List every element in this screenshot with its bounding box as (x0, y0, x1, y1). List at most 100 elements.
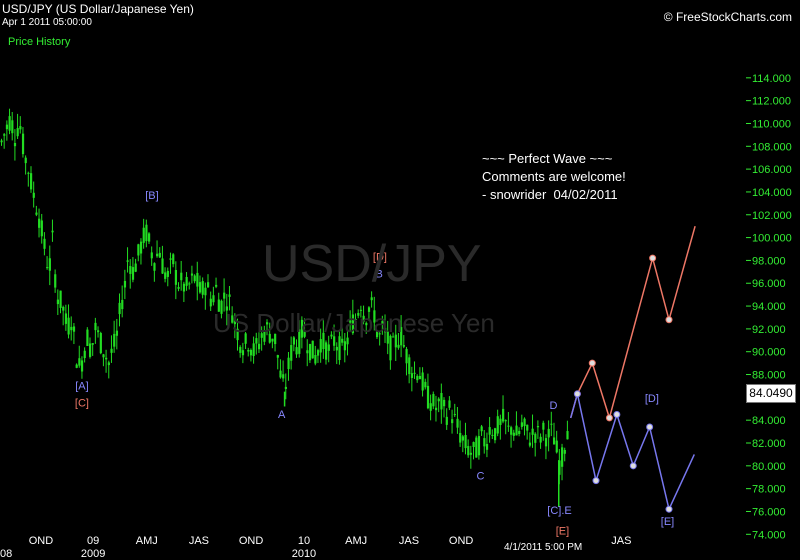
candle-body (123, 280, 127, 288)
candle-body (408, 357, 411, 375)
candle-body (64, 313, 68, 324)
x-tick-label: OND (29, 535, 54, 547)
red-projection-node (605, 414, 613, 422)
y-tick-label: 106.000 (752, 164, 792, 176)
y-tick-label: 76.000 (752, 506, 786, 518)
candle-body (204, 287, 207, 296)
wave-label: B (376, 269, 383, 281)
candle-body (40, 220, 43, 237)
y-tick-label: 102.000 (752, 210, 792, 222)
candle-body (367, 307, 371, 312)
candle-body (378, 333, 381, 335)
y-tick-label: 98.000 (752, 255, 786, 267)
candle-body (172, 254, 175, 265)
candle-body (139, 241, 143, 254)
candle-body (429, 403, 432, 411)
candle-body (397, 344, 400, 348)
candle-body (59, 290, 62, 308)
candle-body (198, 282, 202, 293)
candle-body (477, 436, 481, 456)
candle-body (298, 329, 301, 354)
candle-body (502, 408, 505, 422)
note-line-3: - snowrider 04/02/2011 (482, 187, 618, 202)
candle-body (316, 350, 320, 356)
candle-body (405, 348, 408, 364)
candle-body (290, 345, 293, 361)
blue-projection-node (646, 423, 654, 431)
candle-body (357, 312, 360, 316)
candle-body (284, 386, 287, 390)
candle-body (311, 340, 314, 359)
candle-body (351, 314, 355, 334)
blue-projection (569, 393, 695, 512)
candle-body (62, 306, 65, 311)
candle-body (485, 443, 489, 450)
chart-date: Apr 1 2011 05:00:00 (2, 17, 92, 28)
candle-body (255, 338, 258, 344)
candle-body (341, 338, 344, 343)
candle-body (233, 317, 237, 325)
projection-paths (569, 225, 696, 513)
candle-body (193, 275, 196, 282)
wave-label: [D] (373, 251, 387, 263)
candle-body (518, 430, 521, 435)
candle-body (196, 272, 199, 287)
candle-body (185, 276, 188, 286)
candle-body (445, 416, 448, 425)
candle-body (392, 336, 395, 338)
candle-body (148, 233, 151, 242)
candle-body (386, 331, 389, 344)
candle-body (475, 437, 478, 458)
candle-body (174, 270, 178, 285)
x-tick-label: JAS (189, 535, 209, 547)
candle-body (8, 116, 11, 131)
y-tick-label: 94.000 (752, 301, 786, 313)
candle-body (91, 343, 94, 345)
candle-body (142, 227, 145, 243)
y-tick-label: 112.000 (752, 96, 791, 108)
candle-body (279, 370, 282, 378)
y-tick-label: 90.000 (752, 347, 786, 359)
candle-body (491, 434, 494, 436)
candle-body (443, 399, 446, 407)
candle-body (338, 336, 341, 361)
candle-body (295, 347, 298, 355)
candle-body (426, 385, 430, 409)
candle-body (381, 321, 384, 326)
candle-body (303, 330, 306, 337)
candle-body (46, 267, 49, 269)
candle-body (434, 407, 438, 411)
candle-body (35, 212, 38, 215)
candle-body (99, 333, 102, 354)
candle-body (550, 423, 553, 425)
price-history-label[interactable]: Price History (8, 36, 71, 48)
candle-body (563, 449, 566, 454)
candle-body (153, 263, 156, 271)
candle-body (561, 447, 564, 467)
y-tick-label: 108.000 (752, 141, 792, 153)
candle-body (107, 362, 110, 366)
source-credit[interactable]: © FreeStockCharts.com (663, 10, 792, 24)
candle-body (75, 364, 78, 368)
candle-body (306, 350, 309, 354)
candle-body (217, 299, 220, 312)
x-tick-label: AMJ (136, 535, 158, 547)
candle-body (512, 432, 515, 436)
blue-projection-node (592, 477, 600, 485)
candle-body (544, 438, 548, 447)
candle-body (118, 302, 121, 315)
candle-body (220, 300, 223, 314)
candle-body (432, 394, 435, 407)
x-year-label: 08 (0, 548, 12, 560)
candle-body (239, 347, 242, 353)
candle-body (131, 267, 135, 280)
candle-body (528, 442, 532, 446)
candle-body (21, 133, 25, 155)
candle-body (536, 426, 540, 428)
wave-label: [E] (556, 525, 569, 537)
blue-projection-node (573, 390, 581, 398)
candle-body (496, 416, 499, 434)
candle-body (24, 157, 27, 164)
wave-label: [B] (145, 190, 158, 202)
